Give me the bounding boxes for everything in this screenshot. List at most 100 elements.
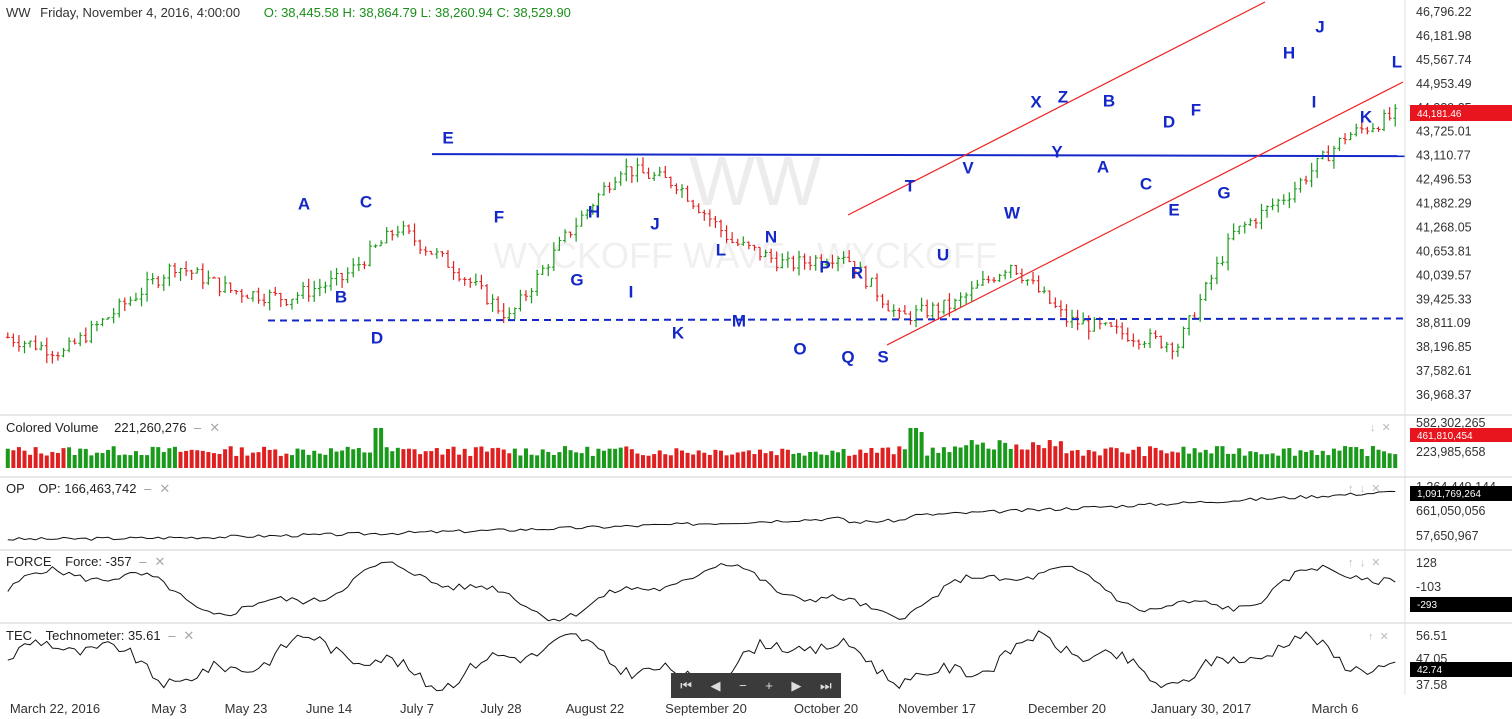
volume-bar <box>250 452 255 468</box>
close-icon[interactable]: ✕ <box>1379 631 1389 643</box>
tec-value: 35.61 <box>128 628 161 643</box>
volume-bar <box>16 447 21 468</box>
wave-label: J <box>650 214 659 233</box>
volume-bar <box>462 448 467 468</box>
volume-bar <box>228 446 233 468</box>
volume-bar <box>858 449 863 468</box>
volume-bar <box>1298 450 1303 468</box>
datetime-label: Friday, November 4, 2016, 4:00:00 <box>40 5 241 20</box>
volume-bar <box>1125 453 1130 468</box>
volume-bar <box>67 447 72 468</box>
last-icon[interactable]: ⏭ <box>819 677 832 693</box>
op-line <box>7 490 1396 541</box>
volume-bar <box>1348 447 1353 468</box>
force-settings-dash[interactable]: – <box>139 554 147 569</box>
volume-bar <box>1304 451 1309 468</box>
price-axis-tick: 38,811.09 <box>1416 316 1471 330</box>
move-down-icon[interactable]: ↓ <box>1359 483 1366 495</box>
volume-bar <box>780 448 785 468</box>
volume-bar <box>1175 452 1180 468</box>
next-icon[interactable]: ▶ <box>791 677 802 693</box>
price-axis-tick: 45,567.74 <box>1416 53 1472 67</box>
force-close-icon[interactable]: ✕ <box>154 554 166 569</box>
volume-bar <box>813 451 818 468</box>
volume-bar <box>724 455 729 468</box>
op-settings-dash[interactable]: – <box>144 481 152 496</box>
volume-badge <box>1410 428 1512 442</box>
volume-bar <box>284 453 289 468</box>
wave-label: U <box>937 245 949 264</box>
tec-close-icon[interactable]: ✕ <box>183 628 195 643</box>
volume-bar <box>964 445 969 468</box>
volume-bar <box>551 454 556 468</box>
volume-bar <box>640 455 645 468</box>
volume-bar <box>914 428 919 468</box>
close-icon[interactable]: ✕ <box>1371 483 1381 495</box>
close-icon[interactable]: ✕ <box>1371 557 1381 569</box>
move-down-icon[interactable]: ↓ <box>1359 557 1366 569</box>
op-badge <box>1410 486 1512 501</box>
move-up-icon[interactable]: ↑ <box>1368 631 1374 643</box>
volume-bar <box>618 447 623 468</box>
zoom-out-icon[interactable]: − <box>739 678 747 693</box>
volume-bar <box>1081 455 1086 468</box>
volume-bar <box>1114 448 1119 468</box>
first-icon[interactable]: ⏮ <box>680 677 692 693</box>
volume-bar <box>1153 447 1158 468</box>
volume-bar <box>719 450 724 468</box>
price-axis-tick: 42,496.53 <box>1416 173 1472 187</box>
volume-bar <box>295 448 300 468</box>
move-up-icon[interactable]: ↑ <box>1348 483 1354 495</box>
volume-bar <box>1320 450 1325 468</box>
volume-bar <box>891 454 896 468</box>
volume-bar <box>1370 446 1375 468</box>
volume-bar <box>301 449 306 468</box>
volume-bar <box>245 455 250 468</box>
force-title: Force: <box>65 554 102 569</box>
volume-bar <box>975 444 980 468</box>
volume-bar <box>328 448 333 468</box>
move-down-icon[interactable]: ↓ <box>1370 422 1376 434</box>
volume-bar <box>100 453 105 468</box>
tec-settings-dash[interactable]: – <box>168 628 176 643</box>
volume-bar <box>808 451 813 468</box>
volume-close-icon[interactable]: ✕ <box>209 420 221 435</box>
volume-panel-controls[interactable]: ↓ ✕ <box>1370 421 1391 434</box>
op-panel-controls[interactable]: ↑ ↓ ✕ <box>1348 482 1380 495</box>
price-axis-tick: 39,425.33 <box>1416 292 1472 306</box>
move-up-icon[interactable]: ↑ <box>1348 557 1354 569</box>
volume-bar <box>1337 450 1342 468</box>
current-price-label: 44,181.46 <box>1417 109 1462 120</box>
zoom-in-icon[interactable]: + <box>765 678 773 693</box>
op-axis-tick: 661,050,056 <box>1416 504 1486 518</box>
volume-bar <box>730 454 735 468</box>
tec-panel-controls[interactable]: ↑ ✕ <box>1368 630 1389 643</box>
force-value: -357 <box>105 554 132 569</box>
volume-bar <box>440 454 445 468</box>
volume-bar <box>111 446 116 468</box>
volume-bar <box>78 448 83 468</box>
volume-bar <box>1086 450 1091 468</box>
force-axis-tick: 128 <box>1416 556 1437 570</box>
volume-bar <box>496 447 501 468</box>
price-axis-tick: 38,196.85 <box>1416 340 1472 354</box>
volume-bar <box>167 448 172 468</box>
close-icon[interactable]: ✕ <box>1381 422 1391 434</box>
wave-label: E <box>442 128 453 147</box>
volume-bar <box>451 446 456 468</box>
chart-navigator[interactable]: ⏮ ◀ − + ▶ ⏭ <box>671 673 841 698</box>
prev-icon[interactable]: ◀ <box>710 677 721 693</box>
volume-bar <box>484 451 489 468</box>
op-close-icon[interactable]: ✕ <box>159 481 171 496</box>
volume-bar <box>797 452 802 468</box>
volume-settings-dash[interactable]: – <box>194 420 202 435</box>
watermark-subtitle: WYCKOFF WAVE - WYCKOFF <box>493 235 997 276</box>
volume-bar <box>406 448 411 468</box>
volume-bar <box>379 428 384 468</box>
tec-axis-tick: 56.51 <box>1416 629 1447 643</box>
volume-bar <box>1064 453 1069 468</box>
volume-bar <box>897 446 902 468</box>
force-panel-controls[interactable]: ↑ ↓ ✕ <box>1348 556 1380 569</box>
volume-bar <box>161 452 166 468</box>
